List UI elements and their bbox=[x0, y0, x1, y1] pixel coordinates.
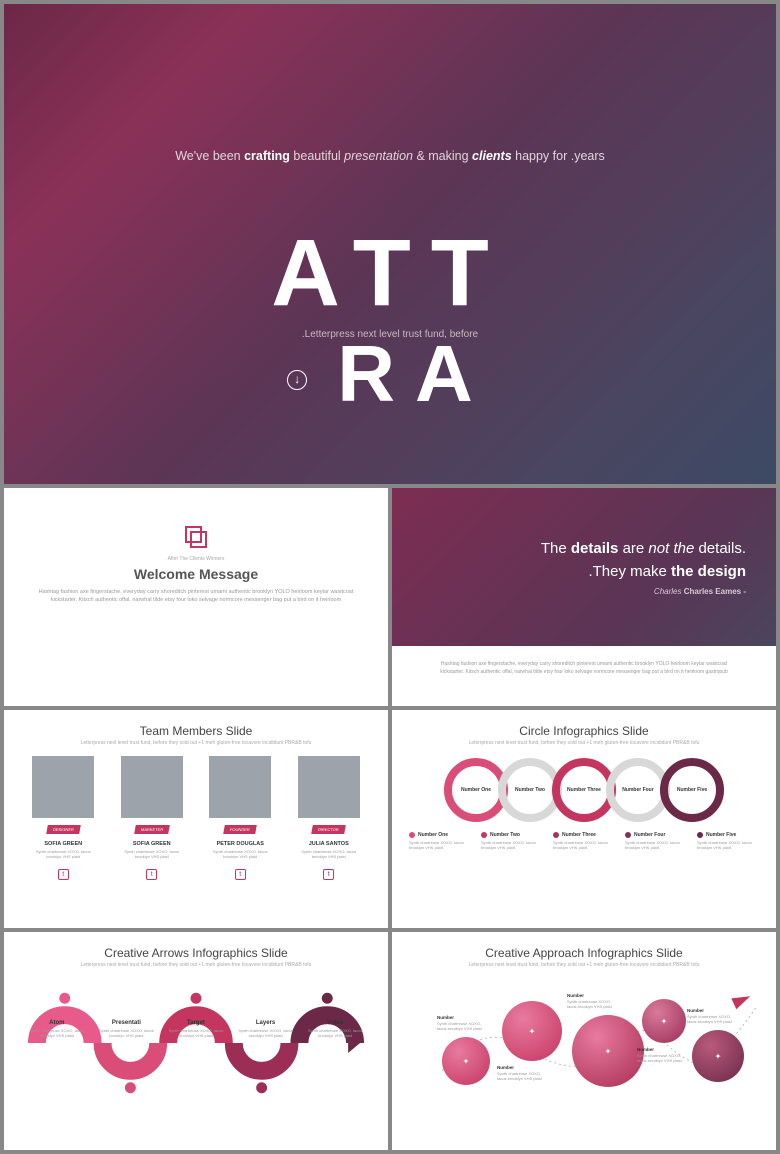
member-text: Synth chartreuse XOXO, tacos brooklyn VH… bbox=[28, 849, 98, 859]
member-photo bbox=[298, 756, 360, 818]
circle-list-item: Number Four Synth chartreuse XOXO, tacos… bbox=[625, 832, 687, 851]
team-member: MARKETER SOFIA GREEN Synth chartreuse XO… bbox=[117, 756, 187, 880]
member-text: Synth chartreuse XOXO, tacos brooklyn VH… bbox=[205, 849, 275, 859]
member-name: PETER DOUGLAS bbox=[205, 841, 275, 847]
info-circle: Number Five bbox=[660, 758, 724, 822]
arrow-label: PresentatiSynth chartreuse XOXO, tacos b… bbox=[97, 1020, 155, 1038]
member-photo bbox=[32, 756, 94, 818]
approach-bubble: ✦ bbox=[642, 999, 686, 1043]
team-title: Team Members Slide bbox=[4, 710, 388, 738]
approach-label: NumberSynth chartreuse XOXO, tacos brook… bbox=[637, 1047, 687, 1063]
arrows-sub: Letterpress next level trust fund, befor… bbox=[4, 962, 388, 968]
arrow-label: VideoSynth chartreuse XOXO, tacos brookl… bbox=[306, 1020, 364, 1038]
circles-title: Circle Infographics Slide bbox=[392, 710, 776, 738]
social-icon: t bbox=[58, 869, 69, 880]
arrow-label: TargetSynth chartreuse XOXO, tacos brook… bbox=[167, 1020, 225, 1038]
team-member: DIRECTOR JULIA SANTOS Synth chartreuse X… bbox=[294, 756, 364, 880]
approach-slide: Creative Approach Infographics Slide Let… bbox=[392, 932, 776, 1150]
logo-icon bbox=[185, 526, 207, 548]
approach-title: Creative Approach Infographics Slide bbox=[392, 932, 776, 960]
member-photo bbox=[209, 756, 271, 818]
quote-slide: The details are not the details. .They m… bbox=[392, 488, 776, 706]
approach-label: NumberSynth chartreuse XOXO, tacos brook… bbox=[567, 993, 617, 1009]
down-arrow-icon: ↓ bbox=[287, 370, 307, 390]
approach-graphic: ✦NumberSynth chartreuse XOXO, tacos broo… bbox=[407, 976, 761, 1116]
approach-bubble: ✦ bbox=[502, 1001, 562, 1061]
welcome-body: Hashtag fashion axe fingerstache, everyd… bbox=[34, 588, 358, 605]
team-slide: Team Members Slide Letterpress next leve… bbox=[4, 710, 388, 928]
hero-tagline: We've been crafting beautiful presentati… bbox=[4, 149, 776, 163]
approach-bubble: ✦ bbox=[692, 1030, 744, 1082]
social-icon: t bbox=[235, 869, 246, 880]
hero-subtitle: .Letterpress next level trust fund, befo… bbox=[4, 329, 776, 340]
member-name: SOFIA GREEN bbox=[117, 841, 187, 847]
circles-slide: Circle Infographics Slide Letterpress ne… bbox=[392, 710, 776, 928]
quote-line-2: .They make the design bbox=[422, 561, 746, 584]
member-name: SOFIA GREEN bbox=[28, 841, 98, 847]
circle-list-item: Number Three Synth chartreuse XOXO, taco… bbox=[553, 832, 615, 851]
arrow-label: LayersSynth chartreuse XOXO, tacos brook… bbox=[237, 1020, 295, 1038]
circle-list-item: Number Five Synth chartreuse XOXO, tacos… bbox=[697, 832, 759, 851]
member-text: Synth chartreuse XOXO, tacos brooklyn VH… bbox=[117, 849, 187, 859]
quote-body: Hashtag fashion axe fingerstache, everyd… bbox=[392, 646, 776, 706]
member-name: JULIA SANTOS bbox=[294, 841, 364, 847]
member-role: FOUNDER bbox=[224, 825, 257, 834]
welcome-title: Welcome Message bbox=[4, 566, 388, 582]
team-member: FOUNDER PETER DOUGLAS Synth chartreuse X… bbox=[205, 756, 275, 880]
arrow-label: AtomSynth chartreuse XOXO, tacos brookly… bbox=[28, 1020, 86, 1038]
hero-slide: We've been crafting beautiful presentati… bbox=[4, 4, 776, 484]
social-icon: t bbox=[146, 869, 157, 880]
hero-title: ATT ↓RA bbox=[4, 219, 776, 420]
team-member: DESIGNER SOFIA GREEN Synth chartreuse XO… bbox=[28, 756, 98, 880]
member-photo bbox=[121, 756, 183, 818]
member-text: Synth chartreuse XOXO, tacos brooklyn VH… bbox=[294, 849, 364, 859]
member-role: MARKETER bbox=[134, 825, 170, 834]
welcome-slide: After The Clients Winners Welcome Messag… bbox=[4, 488, 388, 706]
approach-bubble: ✦ bbox=[442, 1037, 490, 1085]
member-role: DESIGNER bbox=[46, 825, 80, 834]
social-icon: t bbox=[323, 869, 334, 880]
arrows-title: Creative Arrows Infographics Slide bbox=[4, 932, 388, 960]
arrows-slide: Creative Arrows Infographics Slide Lette… bbox=[4, 932, 388, 1150]
circle-list-item: Number Two Synth chartreuse XOXO, tacos … bbox=[481, 832, 543, 851]
approach-label: NumberSynth chartreuse XOXO, tacos brook… bbox=[497, 1065, 547, 1081]
approach-label: NumberSynth chartreuse XOXO, tacos brook… bbox=[437, 1015, 487, 1031]
quote-line-1: The details are not the details. bbox=[422, 538, 746, 561]
wave-graphic: AtomSynth chartreuse XOXO, tacos brookly… bbox=[22, 978, 370, 1108]
approach-bubble: ✦ bbox=[572, 1015, 644, 1087]
approach-label: NumberSynth chartreuse XOXO, tacos brook… bbox=[687, 1008, 737, 1024]
member-role: DIRECTOR bbox=[312, 825, 346, 834]
welcome-suptitle: After The Clients Winners bbox=[4, 556, 388, 562]
quote-author: Charles Charles Eames - bbox=[422, 587, 746, 596]
approach-sub: Letterpress next level trust fund, befor… bbox=[392, 962, 776, 968]
circle-list-item: Number One Synth chartreuse XOXO, tacos … bbox=[409, 832, 471, 851]
